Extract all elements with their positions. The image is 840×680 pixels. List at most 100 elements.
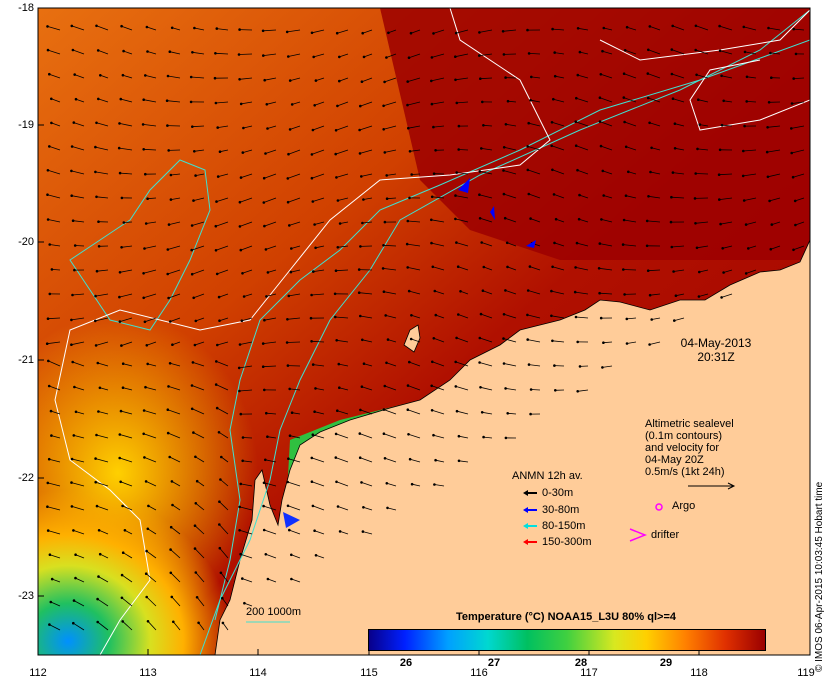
velocity-arrow (243, 293, 253, 297)
velocity-arrow-head (357, 268, 361, 271)
velocity-arrow (220, 572, 229, 583)
velocity-arrow (699, 269, 709, 273)
velocity-arrow-head (169, 320, 172, 323)
velocity-arrow-head (433, 289, 437, 293)
velocity-arrow (71, 341, 85, 346)
velocity-arrow-head (191, 125, 194, 128)
velocity-arrow-head (645, 219, 649, 223)
velocity-arrow (71, 506, 85, 511)
velocity-arrow-head (527, 121, 530, 125)
velocity-arrow-head (334, 129, 338, 132)
velocity-arrow-head (769, 247, 773, 251)
velocity-arrow-head (165, 99, 169, 102)
velocity-arrow (480, 313, 493, 319)
velocity-arrow-head (742, 199, 746, 202)
velocity-arrow-head (313, 223, 316, 226)
velocity-arrow (48, 530, 61, 535)
velocity-arrow (579, 194, 589, 199)
mooring-marker (458, 178, 470, 193)
velocity-arrow-head (46, 529, 50, 532)
velocity-arrow-head (119, 409, 123, 413)
velocity-arrow-head (146, 362, 149, 366)
anmn-label: 150-300m (542, 536, 592, 548)
velocity-arrow-head (670, 245, 674, 249)
velocity-arrow (361, 77, 373, 83)
velocity-arrow-head (286, 480, 290, 484)
velocity-arrow-head (385, 56, 388, 59)
arrow-icon (523, 523, 537, 529)
velocity-arrow (576, 145, 589, 151)
velocity-arrow (386, 173, 397, 176)
velocity-arrow-head (624, 194, 628, 197)
velocity-arrow (336, 481, 349, 487)
velocity-arrow-head (478, 31, 481, 34)
velocity-arrow (143, 99, 157, 103)
velocity-arrow-head (50, 434, 53, 437)
velocity-arrow-head (290, 247, 293, 250)
velocity-arrow (216, 361, 229, 367)
velocity-arrow (695, 49, 709, 55)
velocity-arrow (482, 290, 493, 295)
velocity-arrow (120, 98, 133, 103)
velocity-arrow (73, 122, 85, 127)
velocity-arrow-head (263, 224, 266, 228)
velocity-arrow-head (121, 620, 124, 623)
velocity-arrow-head (770, 76, 773, 79)
velocity-arrow (386, 482, 397, 487)
velocity-arrow-head (95, 24, 98, 28)
velocity-arrow (647, 73, 661, 79)
velocity-arrow (95, 293, 109, 297)
velocity-arrow (577, 74, 589, 79)
velocity-arrow-head (454, 31, 458, 35)
velocity-arrow-head (719, 222, 722, 226)
velocity-arrow-head (48, 145, 51, 148)
velocity-arrow (383, 291, 397, 295)
velocity-arrow (384, 149, 397, 153)
velocity-arrow (172, 341, 181, 346)
velocity-arrow-head (219, 478, 222, 481)
velocity-arrow-head (647, 48, 650, 52)
velocity-arrow (360, 457, 373, 463)
velocity-arrow-head (334, 152, 338, 156)
velocity-arrow (49, 244, 61, 247)
velocity-arrow (458, 266, 469, 271)
velocity-arrow-head (506, 412, 510, 415)
velocity-arrow-head (647, 195, 650, 198)
velocity-arrow (651, 317, 661, 320)
velocity-arrow (193, 432, 205, 439)
velocity-arrow-head (770, 223, 774, 226)
velocity-arrow-head (46, 48, 50, 52)
velocity-arrow (455, 77, 469, 81)
y-tick-label: -20 (18, 236, 34, 248)
velocity-arrow (335, 125, 349, 131)
velocity-arrow (97, 598, 109, 607)
velocity-arrow-head (457, 434, 461, 438)
velocity-arrow-head (335, 176, 338, 179)
velocity-arrow (288, 149, 301, 155)
velocity-arrow-head (408, 360, 411, 364)
velocity-arrow-head (190, 384, 194, 387)
velocity-arrow-head (170, 26, 174, 30)
velocity-arrow-head (384, 314, 388, 317)
velocity-arrow-head (553, 74, 557, 78)
velocity-arrow (387, 197, 397, 200)
velocity-arrow-head (478, 54, 481, 57)
velocity-arrow (195, 502, 205, 511)
colorbar-tick: 26 (399, 657, 413, 669)
velocity-arrow-head (214, 249, 218, 252)
velocity-arrow (147, 528, 157, 535)
velocity-arrow-head (286, 177, 290, 180)
velocity-arrow (313, 53, 325, 58)
velocity-arrow-head (645, 244, 649, 248)
velocity-arrow (48, 219, 61, 223)
velocity-arrow (96, 505, 109, 511)
velocity-arrow (795, 221, 805, 226)
velocity-arrow-head (266, 271, 270, 274)
velocity-arrow (265, 245, 277, 250)
velocity-arrow-head (197, 621, 200, 625)
velocity-arrow (362, 221, 373, 224)
velocity-arrow-head (98, 552, 102, 556)
velocity-arrow (339, 53, 349, 58)
velocity-arrow-head (338, 530, 342, 533)
velocity-arrow-head (95, 121, 98, 125)
